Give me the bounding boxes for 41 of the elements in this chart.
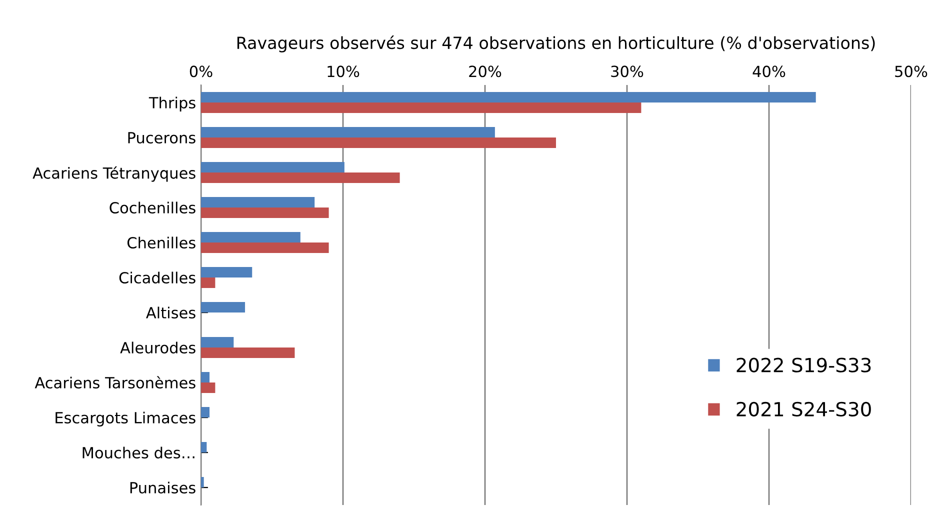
y-tick-label: Acariens Tarsonèmes [34, 376, 196, 389]
y-tick-label: Punaises [130, 482, 196, 494]
x-tick-label: 30% [611, 66, 644, 78]
y-tick-label: Escargots Limaces [56, 412, 196, 426]
bar [201, 372, 210, 382]
chart-title: Ravageurs observés sur 474 observations en horticulture (% d'observations) [237, 36, 875, 52]
y-tick-label: Acariens Tétranyques [32, 166, 196, 182]
bar [201, 242, 329, 253]
y-tick-label: Altises [146, 306, 196, 319]
bar [201, 172, 400, 183]
bar [201, 232, 300, 242]
bar [201, 348, 295, 358]
y-tick-label: Aleurodes [120, 342, 196, 354]
bar [201, 138, 556, 148]
bar [201, 477, 204, 488]
bar [201, 127, 495, 138]
x-tick-label: 10% [328, 66, 360, 78]
bar [201, 302, 246, 312]
x-tick-label: 20% [469, 66, 502, 78]
legend-label: 2022 S19-S33 [736, 358, 871, 372]
bar [201, 382, 216, 393]
y-tick-label: Cochenilles [110, 202, 196, 214]
y-tick-label: Chenilles [127, 236, 196, 249]
bar [201, 407, 210, 418]
x-tick-label: 50% [895, 66, 928, 78]
y-tick-label: Mouches des… [82, 446, 194, 459]
bar [201, 278, 216, 288]
bar [201, 92, 816, 102]
y-tick-label: Cicadelles [119, 272, 196, 284]
bar [201, 267, 252, 278]
bar [201, 208, 329, 218]
bar [201, 442, 207, 452]
legend-label: 2021 S24-S30 [736, 402, 871, 417]
y-tick-label: Thrips [148, 96, 196, 112]
bar [201, 197, 315, 208]
bar [201, 162, 344, 172]
bar [201, 337, 234, 348]
x-tick-label: 40% [752, 66, 786, 78]
y-tick-label: Pucerons [128, 132, 196, 144]
x-tick-label: 0% [190, 66, 212, 78]
bar [201, 102, 642, 113]
